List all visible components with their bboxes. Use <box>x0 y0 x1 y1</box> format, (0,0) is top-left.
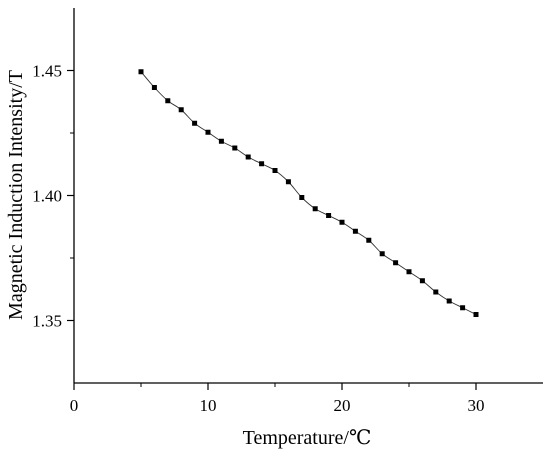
y-axis-label: Magnetic Induction Intensity/T <box>5 70 27 320</box>
x-tick-label: 30 <box>468 396 485 415</box>
y-tick-label: 1.40 <box>32 187 62 206</box>
data-point <box>473 312 479 317</box>
series-line <box>140 71 477 315</box>
data-point <box>272 168 278 173</box>
data-point <box>232 145 238 151</box>
data-point <box>446 298 452 304</box>
data-point <box>339 219 345 225</box>
data-point <box>218 138 224 144</box>
data-point <box>259 161 265 167</box>
data-point <box>192 120 198 126</box>
data-point <box>366 237 372 243</box>
data-point <box>205 129 211 135</box>
data-point <box>138 69 144 75</box>
data-point <box>299 195 305 200</box>
data-point <box>379 251 385 257</box>
x-tick-label: 20 <box>334 396 351 415</box>
data-point <box>352 228 358 234</box>
data-point <box>406 269 412 275</box>
x-tick-label: 0 <box>70 396 79 415</box>
data-point <box>433 289 439 295</box>
data-point <box>178 107 184 113</box>
x-tick-label: 10 <box>200 396 217 415</box>
data-point <box>393 260 399 266</box>
data-point <box>245 154 251 160</box>
data-point <box>151 85 157 90</box>
data-point <box>419 278 425 284</box>
series-layer <box>138 69 479 317</box>
data-point <box>285 179 291 185</box>
y-tick-label: 1.35 <box>32 312 62 331</box>
y-tick-label: 1.45 <box>32 62 62 81</box>
data-point <box>460 305 466 311</box>
x-axis-label: Temperature/℃ <box>243 427 372 449</box>
data-point <box>165 98 171 104</box>
data-point <box>326 213 332 218</box>
axes: 0 10 20 30 1.35 1.40 1.45 <box>32 8 543 415</box>
data-point <box>312 206 318 212</box>
